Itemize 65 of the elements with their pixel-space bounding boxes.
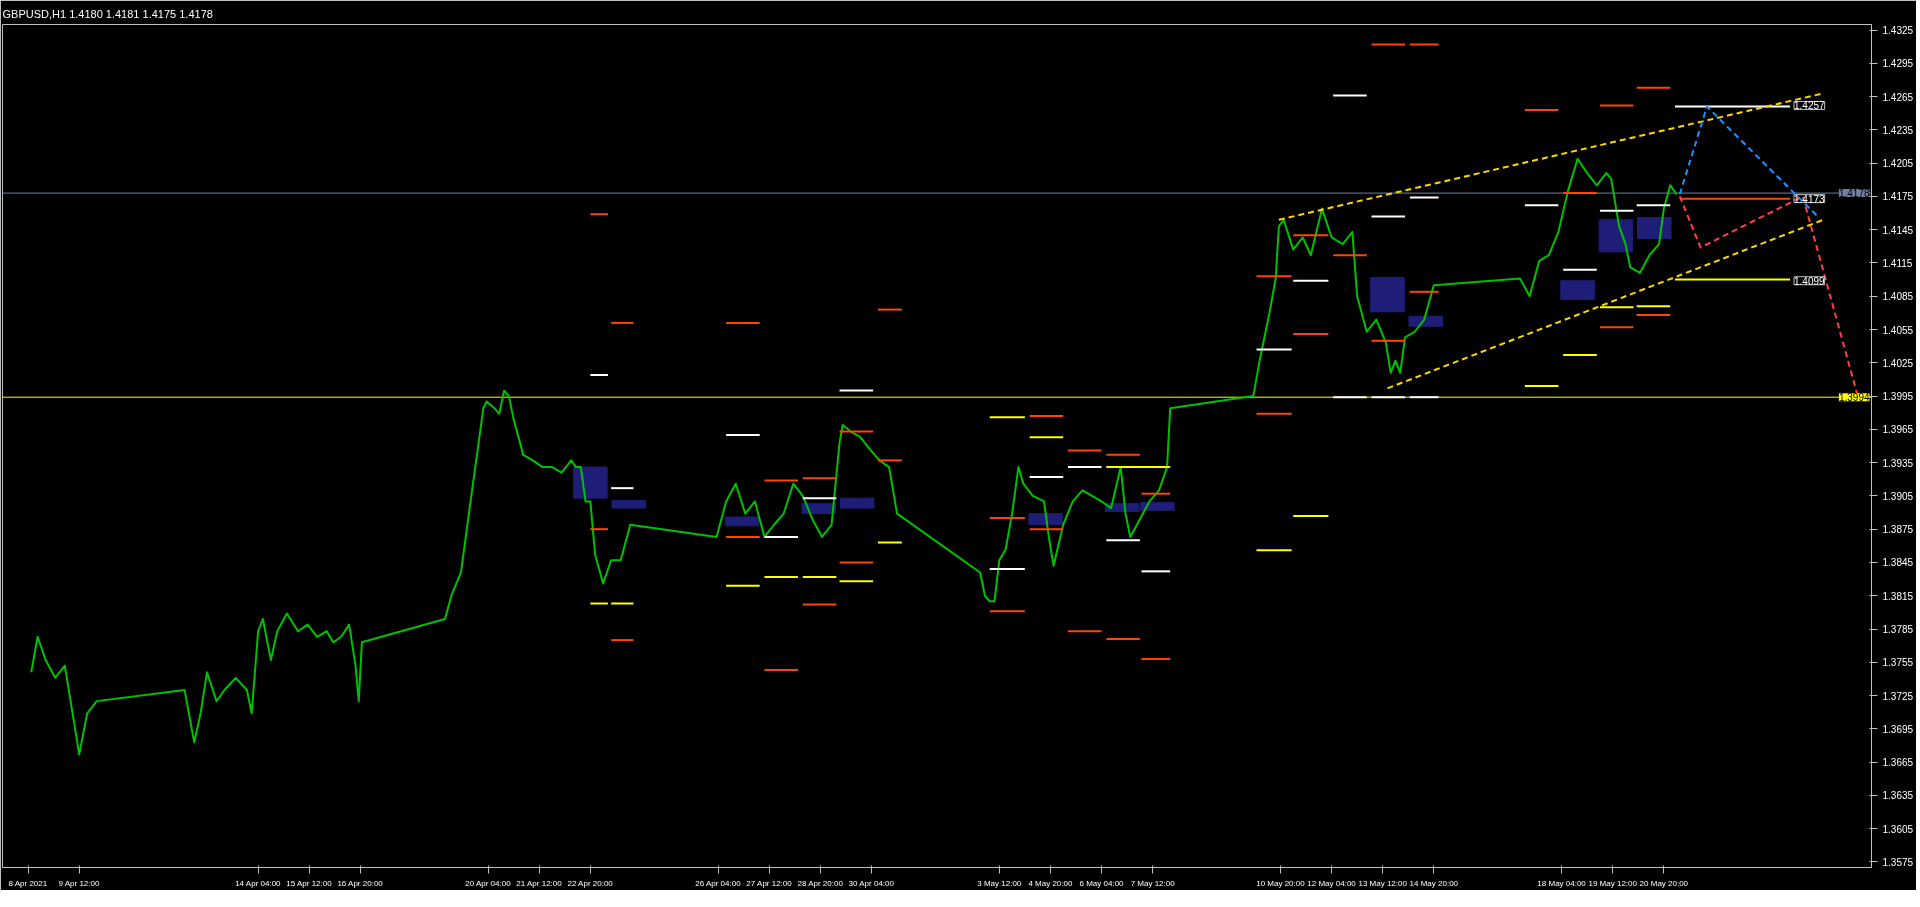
y-tick-label: 1.4325 xyxy=(1882,25,1914,37)
x-tick-label: 6 May 04:00 xyxy=(1079,878,1125,888)
y-tick-label: 1.4025 xyxy=(1882,357,1914,369)
y-tick-label: 1.4265 xyxy=(1882,91,1914,103)
bar xyxy=(839,497,875,509)
line-series xyxy=(30,157,1678,756)
y-tick-label: 1.3635 xyxy=(1882,790,1914,802)
x-tick-label: 27 Apr 12:00 xyxy=(746,878,793,888)
bar xyxy=(611,499,646,509)
x-tick-label: 9 Apr 12:00 xyxy=(58,878,100,888)
y-tick-label: 1.3965 xyxy=(1882,424,1914,436)
y-tick-label: 1.4055 xyxy=(1882,324,1914,336)
y-tick-label: 1.3935 xyxy=(1882,457,1914,469)
bar xyxy=(724,516,760,527)
x-tick-label: 15 Apr 12:00 xyxy=(286,878,333,888)
x-tick-label: 14 May 20:00 xyxy=(1409,878,1459,888)
bar xyxy=(1028,513,1063,526)
y-tick-label: 1.3995 xyxy=(1882,391,1914,403)
x-tick-label: 8 Apr 2021 xyxy=(8,878,48,888)
y-tick-label: 1.4295 xyxy=(1882,58,1914,70)
y-tick-label: 1.4115 xyxy=(1882,257,1913,269)
x-tick-label: 14 Apr 04:00 xyxy=(235,878,282,888)
x-tick-label: 26 Apr 04:00 xyxy=(695,878,742,888)
bar xyxy=(1408,315,1444,327)
x-tick-label: 7 May 12:00 xyxy=(1130,878,1176,888)
bar xyxy=(1598,219,1634,253)
x-tick-label: 19 May 12:00 xyxy=(1588,878,1638,888)
x-tick-label: 22 Apr 20:00 xyxy=(567,878,614,888)
y-tick-label: 1.3725 xyxy=(1882,690,1914,702)
y-tick-label: 1.3875 xyxy=(1882,524,1914,536)
bar xyxy=(573,466,608,499)
y-tick-label: 1.4235 xyxy=(1882,124,1914,136)
x-tick-label: 3 May 12:00 xyxy=(977,878,1022,888)
x-tick-label: 28 Apr 20:00 xyxy=(797,878,844,888)
chart-title: GBPUSD,H1 1.4180 1.4181 1.4175 1.4178 xyxy=(2,7,213,20)
y-tick-label: 1.4205 xyxy=(1882,158,1914,170)
x-tick-label: 21 Apr 12:00 xyxy=(516,878,563,888)
y-tick-label: 1.4085 xyxy=(1882,291,1914,303)
y-tick-label: 1.3605 xyxy=(1882,823,1914,835)
y-tick-label: 1.4175 xyxy=(1882,191,1914,203)
y-tick-label: 1.3575 xyxy=(1882,856,1914,868)
x-tick-label: 13 May 12:00 xyxy=(1358,878,1408,888)
x-tick-label: 10 May 20:00 xyxy=(1256,878,1306,888)
annotation: 1.4099 xyxy=(1794,275,1826,287)
x-tick-label: 20 May 20:00 xyxy=(1639,878,1689,888)
y-tick-label: 1.4145 xyxy=(1882,224,1914,236)
ref-line-label: 1.3994 xyxy=(1838,392,1870,404)
y-tick-label: 1.3665 xyxy=(1882,757,1914,769)
x-tick-label: 30 Apr 04:00 xyxy=(848,878,895,888)
x-tick-label: 20 Apr 04:00 xyxy=(465,878,512,888)
x-tick-label: 16 Apr 20:00 xyxy=(337,878,384,888)
y-tick-label: 1.3755 xyxy=(1882,657,1914,669)
bar xyxy=(1370,276,1405,313)
y-tick-label: 1.3815 xyxy=(1882,590,1914,602)
bar xyxy=(1560,280,1595,301)
x-tick-label: 12 May 04:00 xyxy=(1307,878,1357,888)
x-tick-label: 18 May 04:00 xyxy=(1537,878,1587,888)
y-tick-label: 1.3785 xyxy=(1882,624,1914,636)
annotation: 1.4257 xyxy=(1794,100,1826,112)
y-tick-label: 1.3695 xyxy=(1882,723,1914,735)
x-tick-label: 4 May 20:00 xyxy=(1028,878,1073,888)
bar xyxy=(1636,217,1672,240)
ref-line-label: 1.4178 xyxy=(1838,188,1870,200)
y-tick-label: 1.3845 xyxy=(1882,557,1914,569)
y-tick-label: 1.3905 xyxy=(1882,490,1914,502)
